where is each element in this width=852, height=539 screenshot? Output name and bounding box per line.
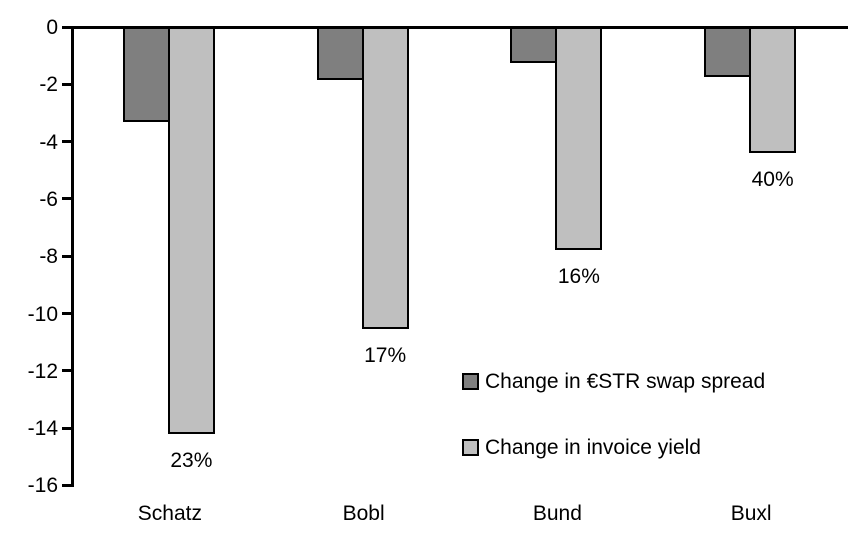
y-axis-tick-label: 0 [46,16,58,39]
y-axis-tick-label: -12 [27,359,58,383]
bar-invoice-yield-buxl [749,27,797,154]
bar-invoice-yield-bund [555,27,603,251]
bar-invoice-yield-bobl [361,27,409,330]
bar-swap-spread-buxl [704,27,752,78]
y-axis-tick-label: -4 [39,130,58,154]
y-axis-tick [62,483,71,487]
data-label-buxl: 40% [751,168,794,192]
legend-label-invoice-yield: Change in invoice yield [485,436,701,459]
category-label-bund: Bund [532,502,582,525]
y-axis-tick [62,140,71,144]
data-label-bund: 16% [557,265,600,289]
y-axis-tick-label: -6 [39,187,58,211]
y-axis-tick-label: -16 [27,474,58,498]
y-axis-tick [62,426,71,430]
legend-swatch-swap-spread-icon [462,373,479,390]
zero-line [62,26,848,29]
category-label-buxl: Buxl [730,502,772,525]
legend-swatch-invoice-yield-icon [462,439,479,456]
legend-label-swap-spread: Change in €STR swap spread [485,370,766,393]
y-axis-tick-label: -2 [39,73,58,97]
legend-entry-invoice-yield: Change in invoice yield [462,437,701,458]
y-axis-tick [62,197,71,201]
bar-swap-spread-schatz [122,27,170,122]
bar-swap-spread-bund [510,27,558,63]
y-axis-tick-label: -8 [39,245,58,269]
y-axis-tick [62,312,71,315]
y-axis-tick [62,254,71,258]
category-label-schatz: Schatz [137,502,202,525]
data-label-schatz: 23% [170,448,213,472]
y-axis-tick [62,82,71,86]
category-label-bobl: Bobl [342,502,385,525]
bar-invoice-yield-schatz [167,27,215,434]
data-label-bobl: 17% [364,344,407,368]
bar-swap-spread-bobl [316,27,364,80]
y-axis-line [71,26,74,488]
y-axis-tick-label: -10 [27,302,58,326]
y-axis-tick [62,369,71,373]
legend-entry-swap-spread: Change in €STR swap spread [462,371,765,392]
y-axis-tick-label: -14 [27,417,58,441]
